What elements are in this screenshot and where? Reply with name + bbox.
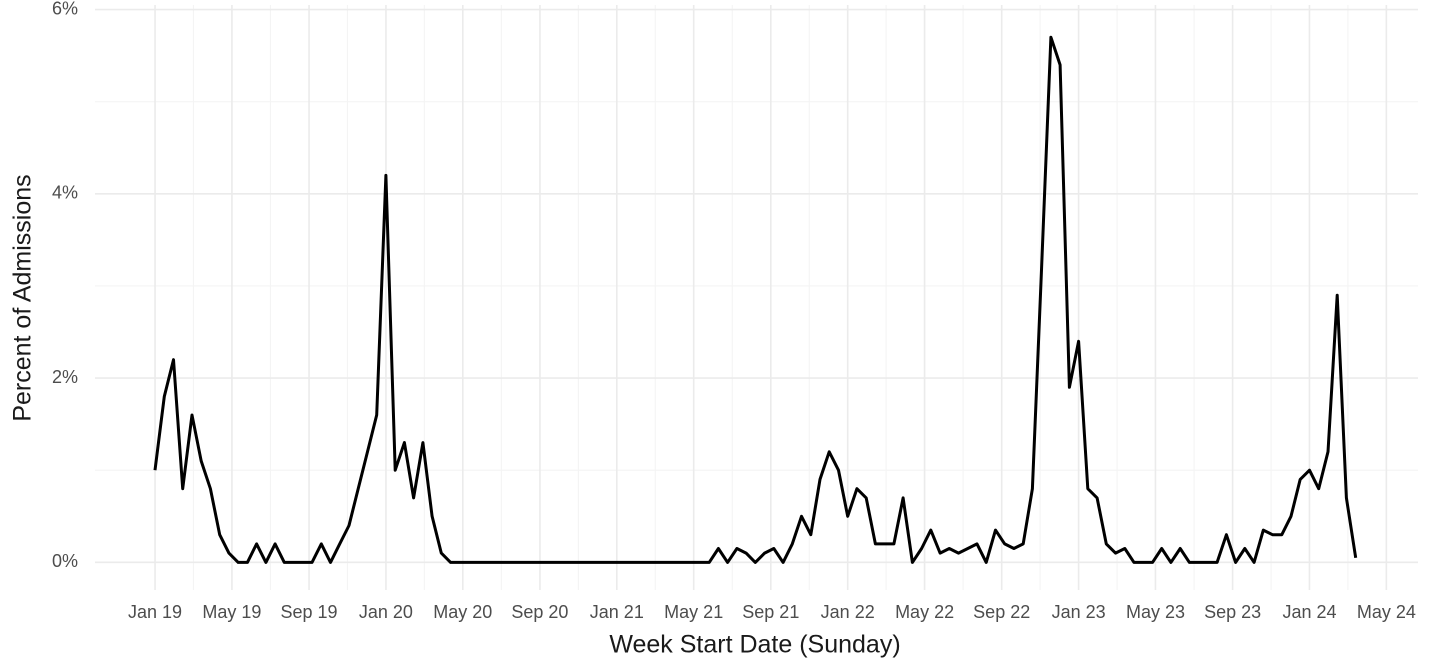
y-axis-title: Percent of Admissions <box>9 174 37 421</box>
y-tick-label: 2% <box>52 367 78 387</box>
x-tick-label: Jan 23 <box>1052 602 1106 622</box>
x-tick-label: May 19 <box>202 602 261 622</box>
x-tick-label: May 23 <box>1126 602 1185 622</box>
x-tick-label: Jan 20 <box>359 602 413 622</box>
x-tick-label: Sep 21 <box>742 602 799 622</box>
plot-layer: 0% 2% 4% 6% Jan 19 May 19 Sep 19 Jan 20 May 20 Se… <box>52 0 1418 622</box>
x-axis-title: Week Start Date (Sunday) <box>609 631 900 659</box>
y-tick-label: 0% <box>52 551 78 571</box>
x-tick-label: May 20 <box>433 602 492 622</box>
y-tick-label: 4% <box>52 183 78 203</box>
x-tick-label: Jan 19 <box>128 602 182 622</box>
x-tick-label: Sep 20 <box>511 602 568 622</box>
x-tick-label: Sep 19 <box>281 602 338 622</box>
x-tick-label: May 21 <box>664 602 723 622</box>
x-tick-label: Sep 22 <box>973 602 1030 622</box>
x-tick-label: Jan 24 <box>1282 602 1336 622</box>
x-tick-label: May 24 <box>1357 602 1416 622</box>
x-tick-label: Jan 22 <box>821 602 875 622</box>
x-tick-label: May 22 <box>895 602 954 622</box>
x-tick-label: Jan 21 <box>590 602 644 622</box>
y-tick-label: 6% <box>52 0 78 18</box>
x-tick-label: Sep 23 <box>1204 602 1261 622</box>
data-line <box>153 35 1358 564</box>
